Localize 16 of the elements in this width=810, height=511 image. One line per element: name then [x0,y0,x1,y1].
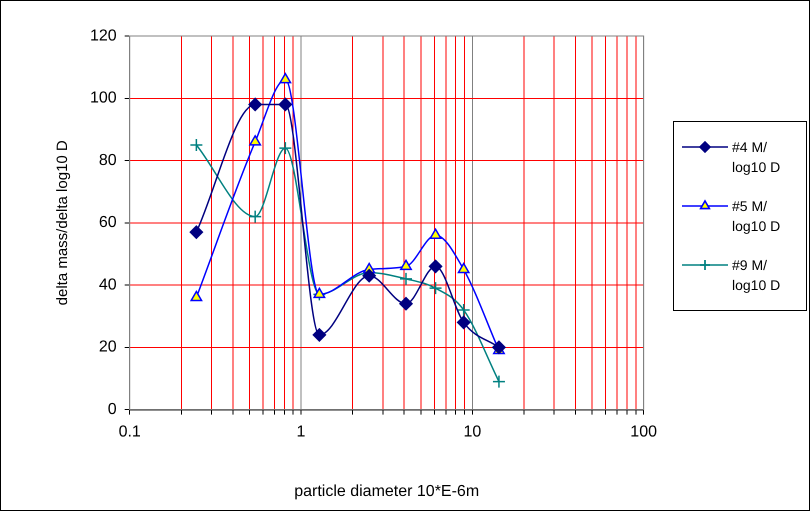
y-axis-title: delta mass/delta log10 D [54,140,72,306]
legend-label: #9 M/ log10 D [732,256,782,295]
y-tick-label: 100 [90,90,117,107]
x-axis-title: particle diameter 10*E-6m [294,482,480,500]
y-tick-label: 20 [98,338,117,356]
x-tick-label: 100 [630,424,658,441]
y-tick-label: 60 [98,214,117,232]
y-tick-label: 80 [98,152,117,169]
legend-label: #4 M/ log10 D [732,138,782,178]
y-tick-label: 120 [90,27,117,44]
x-tick-label: 1 [296,424,306,441]
legend-label: #5 M/ log10 D [732,196,782,236]
x-tick-label: 10 [463,424,482,441]
y-tick-label: 0 [108,401,117,418]
y-tick-label: 40 [98,276,117,294]
x-tick-label: 0.1 [118,424,141,441]
